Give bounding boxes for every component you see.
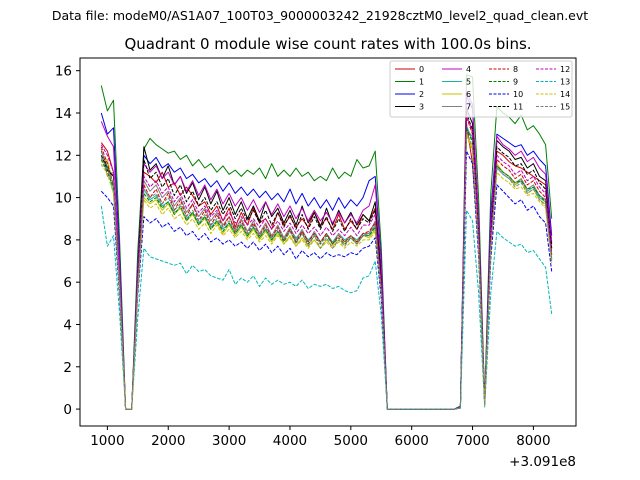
y-tick-label-6: 6 (63, 275, 72, 291)
legend-label-module-6: 6 (466, 90, 471, 99)
legend-label-module-0: 0 (419, 65, 424, 74)
series-line-module-13 (100, 205, 553, 410)
legend-label-module-14: 14 (560, 90, 570, 99)
y-tick-label-8: 8 (63, 233, 72, 249)
series-group (100, 74, 553, 410)
y-tick-label-14: 14 (55, 106, 72, 122)
chart-title: Quadrant 0 module wise count rates with … (124, 35, 531, 53)
legend-label-module-2: 2 (419, 90, 424, 99)
series-line-module-1 (100, 74, 553, 410)
x-offset-text: +3.091e8 (509, 454, 576, 470)
plot-area (79, 57, 577, 427)
x-tick-label-2000: 2000 (151, 433, 185, 449)
y-tick-label-2: 2 (63, 360, 72, 376)
figure-suptitle: Data file: modeM0/AS1A07_100T03_90000032… (52, 8, 588, 23)
legend-label-module-4: 4 (466, 65, 471, 74)
x-tick-label-7000: 7000 (455, 433, 489, 449)
series-line-module-12 (100, 114, 553, 410)
x-tick-label-5000: 5000 (334, 433, 368, 449)
legend-label-module-7: 7 (466, 103, 471, 112)
legend-label-module-5: 5 (466, 78, 471, 87)
y-tick-label-16: 16 (55, 64, 72, 80)
series-line-module-4 (100, 91, 553, 410)
legend-label-module-3: 3 (419, 103, 424, 112)
y-tick-label-12: 12 (55, 148, 72, 164)
x-tick-label-3000: 3000 (212, 433, 246, 449)
legend-label-module-10: 10 (513, 90, 523, 99)
axes-frame (79, 57, 577, 427)
series-line-module-10 (100, 150, 553, 410)
y-tick-label-0: 0 (63, 402, 72, 418)
y-tick-label-4: 4 (63, 317, 72, 333)
legend-label-module-15: 15 (560, 103, 570, 112)
legend-label-module-8: 8 (513, 65, 518, 74)
y-axis: 0 2 4 6 8 10 12 14 16 (55, 64, 80, 418)
x-tick-label-4000: 4000 (273, 433, 307, 449)
legend-label-module-9: 9 (513, 78, 518, 87)
legend-label-module-13: 13 (560, 78, 570, 87)
x-tick-label-8000: 8000 (516, 433, 550, 449)
legend-box (389, 60, 573, 118)
x-tick-label-6000: 6000 (395, 433, 429, 449)
y-tick-label-10: 10 (55, 191, 72, 207)
legend-label-module-11: 11 (513, 103, 523, 112)
x-axis: 1000 2000 3000 4000 5000 6000 7000 8000 (90, 426, 551, 449)
series-line-module-9 (100, 127, 553, 410)
legend-label-module-1: 1 (419, 78, 424, 87)
series-line-module-15 (100, 131, 553, 410)
legend-label-module-12: 12 (560, 65, 570, 74)
x-tick-label-1000: 1000 (90, 433, 124, 449)
series-line-module-11 (100, 112, 553, 410)
